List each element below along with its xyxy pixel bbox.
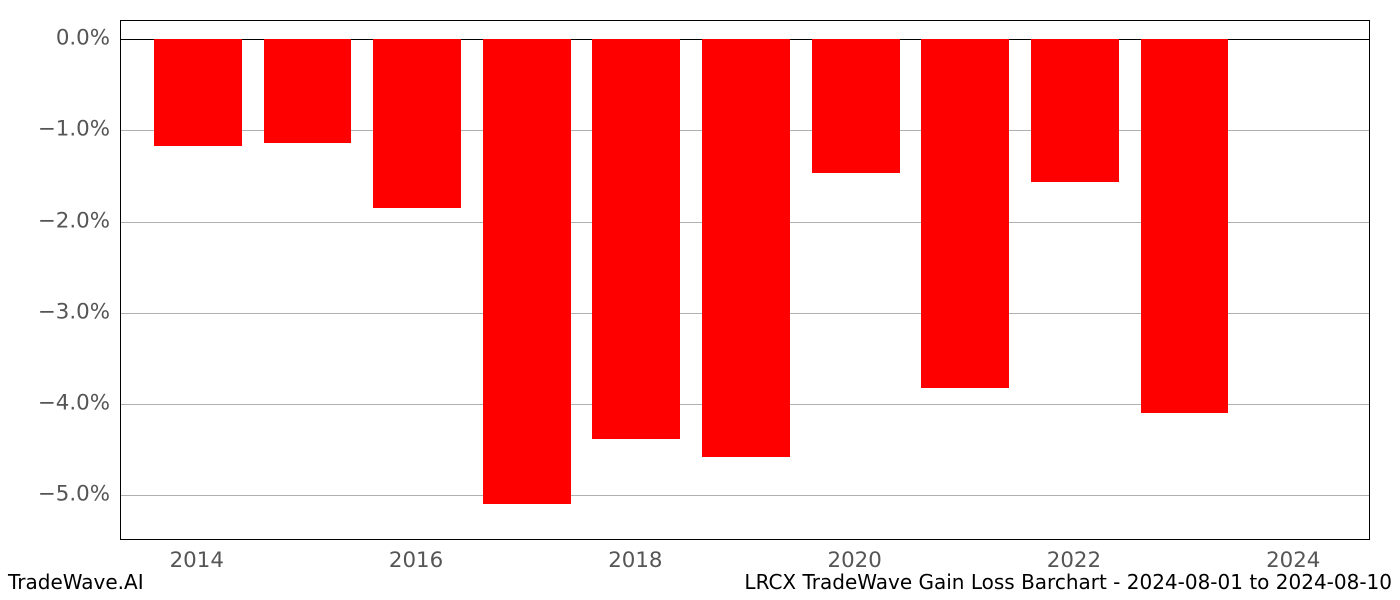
- x-tick-label: 2018: [608, 548, 662, 573]
- bar: [1141, 39, 1229, 413]
- gridline: [121, 495, 1369, 496]
- gain-loss-barchart: 0.0% −1.0% −2.0% −3.0% −4.0% −5.0% 2014 2016 20…: [0, 0, 1400, 600]
- bar: [264, 39, 352, 143]
- x-tick-label: 2016: [389, 548, 443, 573]
- footer-brand: TradeWave.AI: [8, 570, 144, 594]
- bar: [592, 39, 680, 439]
- y-tick-label: −5.0%: [30, 482, 110, 507]
- bar: [1031, 39, 1119, 181]
- bar: [812, 39, 900, 173]
- y-tick-label: 0.0%: [30, 26, 110, 51]
- bar: [154, 39, 242, 146]
- y-tick-label: −4.0%: [30, 391, 110, 416]
- bar: [483, 39, 571, 504]
- y-tick-label: −2.0%: [30, 208, 110, 233]
- y-tick-label: −3.0%: [30, 299, 110, 324]
- bar: [702, 39, 790, 457]
- x-tick-label: 2014: [170, 548, 224, 573]
- y-tick-label: −1.0%: [30, 117, 110, 142]
- bar: [921, 39, 1009, 387]
- plot-area: [120, 20, 1370, 540]
- footer-caption: LRCX TradeWave Gain Loss Barchart - 2024…: [744, 570, 1392, 594]
- bar: [373, 39, 461, 208]
